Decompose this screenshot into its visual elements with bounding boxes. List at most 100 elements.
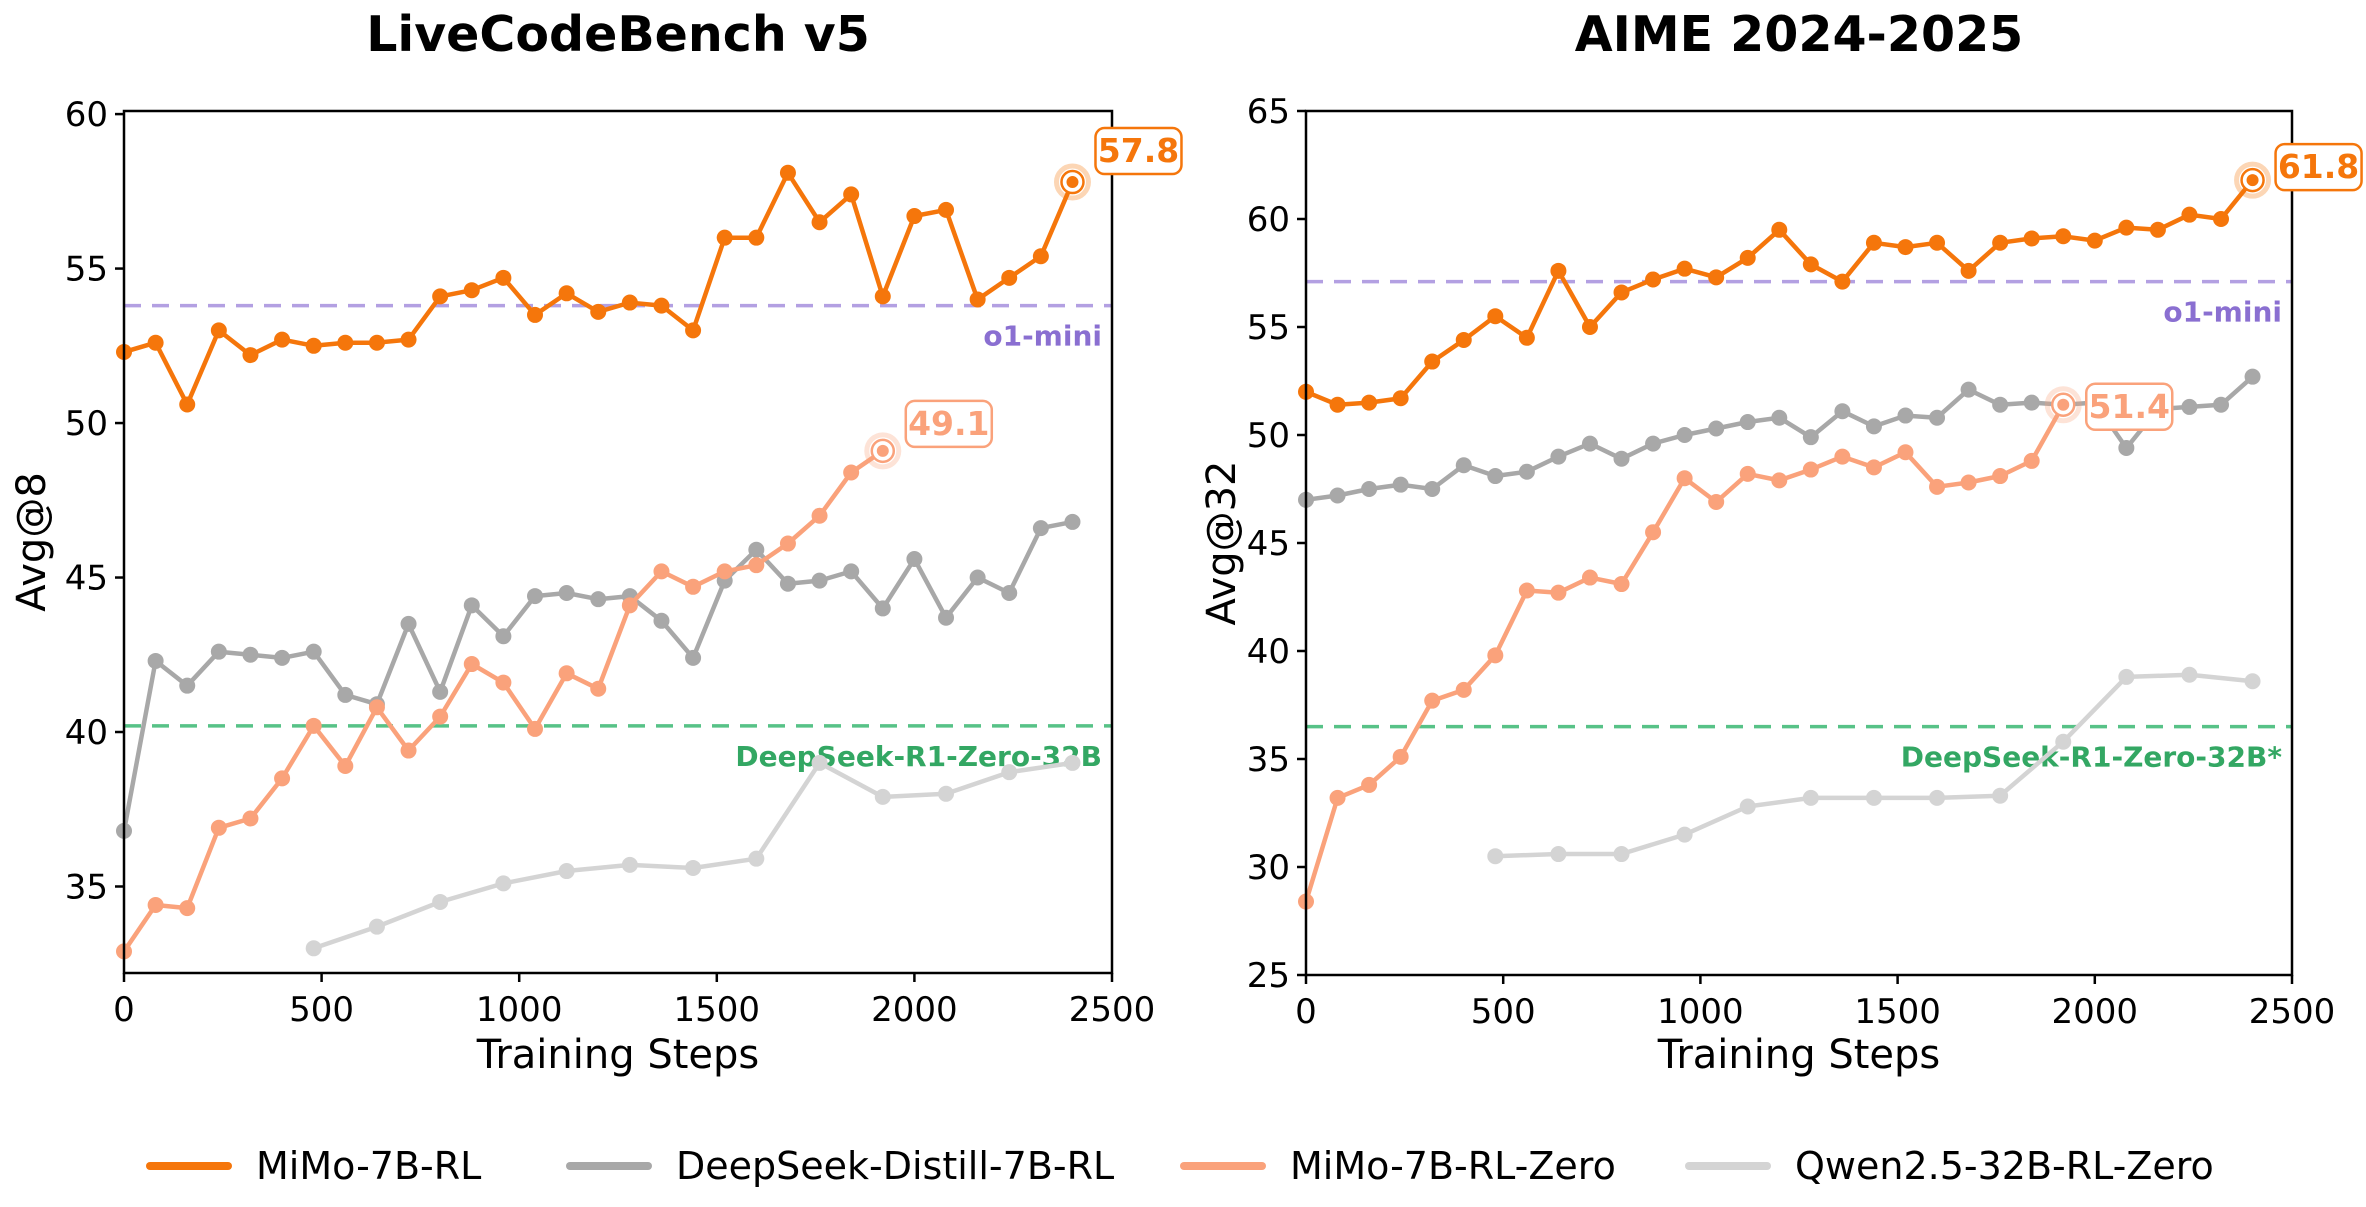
data-point [432,708,449,725]
data-point [495,269,512,286]
data-point [1802,461,1819,478]
chart-title-livecodebench: LiveCodeBench v5 [366,6,870,63]
data-point [1361,776,1378,793]
data-point [906,550,923,567]
legend-swatch-deepseek-distill-7b-rl [566,1162,652,1170]
data-point [779,575,796,592]
x-tick-label: 0 [1295,992,1317,1032]
data-point [305,717,322,734]
data-point [1518,582,1535,599]
data-point [527,306,544,323]
data-point [1487,647,1504,664]
end-ring-halo [2234,161,2272,199]
hline-label: o1-mini [2163,296,2282,329]
x-tick-label: 1500 [1854,992,1941,1032]
data-point [1645,524,1662,541]
y-tick-label: 65 [1247,92,1290,132]
data-point [653,297,670,314]
x-tick-label: 1000 [1657,992,1744,1032]
legend-label-qwen-32b-rl-zero: Qwen2.5-32B-RL-Zero [1795,1144,2214,1188]
data-point [1802,789,1819,806]
data-point [843,464,860,481]
data-point [368,918,385,935]
data-point [1676,470,1693,487]
annotation-value: 57.8 [1098,131,1179,170]
chart-title-aime: AIME 2024-2025 [1574,6,2024,63]
legend-swatch-mimo-7b-rl [146,1162,232,1170]
data-point [2118,439,2135,456]
data-point [1424,481,1441,497]
data-point [779,164,796,181]
data-point [242,810,259,827]
data-point [1865,789,1882,806]
data-point [1834,403,1851,420]
data-point [2244,368,2261,385]
data-point [1613,284,1630,301]
series-line-DeepSeek-Distill-7B-RL [121,519,1075,834]
x-tick-label: 1000 [476,990,563,1030]
data-point [748,229,765,246]
data-point [1929,234,1946,251]
data-point [1581,569,1598,586]
annotation-box [1094,126,1183,176]
data-point [495,628,512,645]
data-point [590,303,607,320]
data-point [1329,396,1346,413]
data-point [1960,474,1977,491]
data-point [1392,748,1409,765]
end-dot [2057,398,2070,411]
y-tick-label: 30 [1247,848,1290,888]
data-point [179,677,196,694]
data-point [621,597,638,614]
data-point [179,900,196,917]
data-point [1550,584,1567,601]
y-axis-label-avg32: Avg@32 [1199,460,1245,626]
data-point [1645,271,1662,288]
data-point [400,742,417,759]
data-point [1676,826,1693,843]
data-point [685,578,702,595]
data-point [874,600,891,617]
data-point [748,557,765,574]
data-point [938,609,955,626]
data-point [2023,394,2040,411]
annotation-box [2274,142,2363,192]
data-point [432,288,449,305]
end-dot [1066,176,1079,189]
legend-swatch-mimo-7b-rl-zero [1180,1162,1266,1170]
data-point [969,291,986,308]
data-point [1550,846,1567,863]
data-point [242,347,259,364]
y-tick-label: 55 [65,250,108,290]
data-point [210,643,227,660]
data-point [527,720,544,737]
data-point [874,288,891,305]
data-point [1739,465,1756,482]
data-point [1001,584,1018,601]
annotation-value: 61.8 [2278,147,2359,186]
data-point [2181,398,2198,415]
data-point [1676,427,1693,443]
data-point [1708,493,1725,510]
data-point [2086,232,2103,249]
data-point [305,643,322,660]
data-point [1708,269,1725,286]
data-point [1865,234,1882,251]
data-point [1032,248,1049,265]
data-point [274,770,291,787]
data-point [463,282,480,299]
data-point [906,208,923,225]
y-tick-label: 45 [1247,524,1290,564]
y-tick-label: 35 [1247,740,1290,780]
data-point [590,680,607,697]
data-point [1613,846,1630,863]
data-point [1550,262,1567,279]
x-tick-label: 500 [289,990,354,1030]
data-point [2055,228,2072,245]
data-point [748,850,765,867]
data-point [210,322,227,339]
end-dot [876,444,889,457]
data-point [1001,269,1018,286]
